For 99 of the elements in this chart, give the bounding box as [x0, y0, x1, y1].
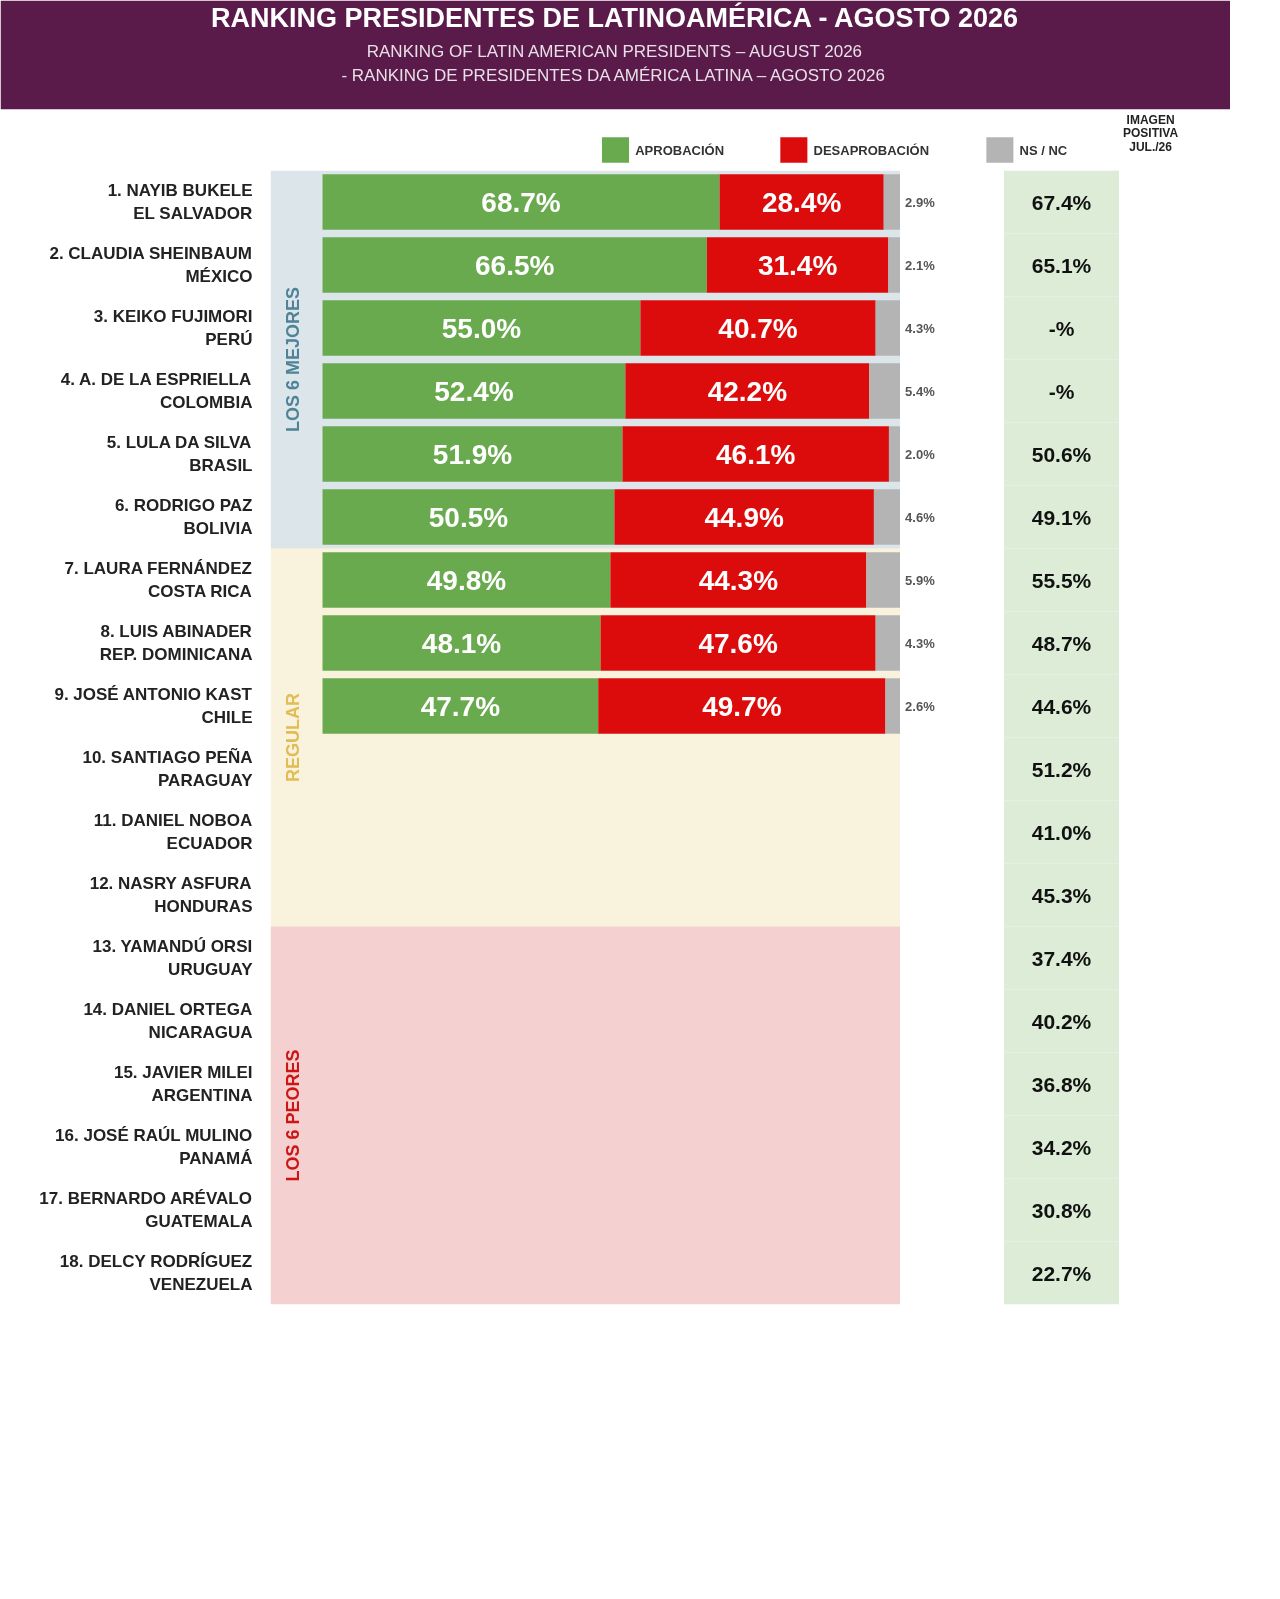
bar [885, 678, 900, 734]
text: 40.2% [1031, 1009, 1092, 1033]
bar [869, 363, 900, 419]
text: 65.1% [1031, 253, 1092, 277]
y-tick-label: 5. LULA DA SILVA BRASIL [106, 433, 253, 475]
data-label: 5.9% [905, 572, 936, 588]
bar [625, 363, 870, 419]
text: 48.7% [1031, 631, 1092, 655]
legend-label: NS / NC [1019, 142, 1068, 158]
data-label: 50.5% [428, 501, 509, 533]
y-tick-label: 2. CLAUDIA SHEINBAUM MÉXICO [49, 244, 253, 286]
data-label: 4.3% [905, 320, 936, 336]
data-label: 2.1% [905, 257, 936, 273]
text: 34.2% [1031, 1135, 1092, 1159]
y-tick-label: 11. DANIEL NOBOA ECUADOR [93, 811, 253, 853]
bar [888, 426, 900, 482]
bar [322, 300, 641, 356]
bar [888, 237, 900, 293]
data-label: 68.7% [481, 186, 561, 218]
data-label: 66.5% [475, 249, 555, 281]
text: 49.1% [1031, 505, 1092, 529]
chart-subtitle: RANKING OF LATIN AMERICAN PRESIDENTS – AUGUST 2026 - RANKING DE PRESIDENTES DA AMÉRICA LATINA – AGOSTO 2026 [341, 42, 885, 85]
y-tick-label: 4. A. DE LA ESPRIELLA COLOMBIA [60, 370, 253, 412]
y-tick-label: 18. DELCY RODRÍGUEZ VENEZUELA [59, 1252, 253, 1294]
y-tick-label: 12. NASRY ASFURA HONDURAS [89, 874, 253, 916]
bar [706, 237, 889, 293]
text: 50.6% [1031, 442, 1092, 466]
data-label: 51.9% [432, 438, 513, 470]
data-label: 46.1% [716, 438, 796, 470]
band-label: LOS 6 PEORES [282, 1049, 303, 1182]
text: -% [1048, 379, 1075, 403]
y-tick-label: 16. JOSÉ RAÚL MULINO PANAMÁ [55, 1126, 253, 1168]
text: 41.0% [1031, 820, 1092, 844]
bar [322, 174, 720, 230]
bar [622, 426, 889, 482]
data-label: 2.0% [905, 446, 936, 462]
data-label: 4.6% [905, 509, 936, 525]
y-tick-label: 8. LUIS ABINADER REP. DOMINICANA [99, 622, 253, 664]
data-label: 44.9% [704, 501, 784, 533]
data-label: 4.3% [905, 635, 936, 651]
bar [873, 489, 900, 545]
data-label: 49.7% [702, 690, 782, 722]
bar [610, 552, 867, 608]
data-label: 55.0% [441, 312, 522, 344]
bar [719, 174, 884, 230]
y-tick-label: 13. YAMANDÚ ORSI URUGUAY [92, 937, 254, 979]
y-tick-label: 3. KEIKO FUJIMORI PERÚ [93, 307, 253, 349]
text: 36.8% [1031, 1072, 1092, 1096]
bar [322, 237, 707, 293]
bar [640, 300, 876, 356]
data-label: 52.4% [434, 375, 514, 407]
text: 55.5% [1031, 568, 1092, 592]
text: 45.3% [1031, 883, 1092, 907]
bar [875, 300, 900, 356]
data-label: 2.6% [905, 698, 936, 714]
text: 67.4% [1031, 190, 1092, 214]
data-label: 42.2% [707, 375, 788, 407]
legend-label: APROBACIÓN [635, 142, 725, 158]
bar [322, 615, 601, 671]
chart-title: RANKING PRESIDENTES DE LATINOAMÉRICA - AGOSTO 2026 [210, 1, 1019, 33]
band-label: REGULAR [282, 693, 303, 782]
legend-label: DESAPROBACIÓN [813, 142, 930, 158]
data-label: 40.7% [718, 312, 798, 344]
data-label: 47.6% [698, 627, 778, 659]
bar [322, 363, 626, 419]
y-tick-label: 1. NAYIB BUKELE EL SALVADOR [107, 181, 253, 223]
text: 37.4% [1031, 946, 1092, 970]
data-label: 28.4% [761, 186, 842, 218]
y-tick-label: 10. SANTIAGO PEÑA PARAGUAY [82, 747, 254, 790]
data-label: 5.4% [905, 383, 936, 399]
text: 22.7% [1031, 1261, 1092, 1285]
bar [322, 489, 615, 545]
bar [866, 552, 900, 608]
band-label: LOS 6 MEJORES [282, 286, 303, 433]
bar [875, 615, 900, 671]
data-label: 48.1% [421, 627, 502, 659]
bar [598, 678, 886, 734]
bar [322, 426, 623, 482]
y-tick-label: 14. DANIEL ORTEGA NICARAGUA [83, 1000, 253, 1042]
data-label: 2.9% [905, 194, 936, 210]
data-label: 49.8% [426, 564, 507, 596]
y-tick-label: 7. LAURA FERNÁNDEZ COSTA RICA [64, 559, 252, 601]
y-tick-label: 6. RODRIGO PAZ BOLIVIA [114, 496, 253, 538]
text: 30.8% [1031, 1198, 1092, 1222]
bar [614, 489, 874, 545]
data-label: 44.3% [698, 564, 779, 596]
data-label: 47.7% [420, 690, 501, 722]
text: 51.2% [1031, 757, 1092, 781]
text: IMAGEN POSITIVA JUL./26 [1122, 112, 1179, 154]
text: -% [1048, 316, 1075, 340]
y-tick-label: 17. BERNARDO ARÉVALO GUATEMALA [39, 1189, 253, 1231]
y-tick-label: 15. JAVIER MILEI ARGENTINA [113, 1063, 253, 1105]
bar [322, 552, 611, 608]
text: 44.6% [1031, 694, 1092, 718]
y-tick-label: 9. JOSÉ ANTONIO KAST CHILE [54, 685, 253, 727]
bar [600, 615, 876, 671]
bar [322, 678, 599, 734]
data-label: 31.4% [757, 249, 838, 281]
bar [883, 174, 900, 230]
